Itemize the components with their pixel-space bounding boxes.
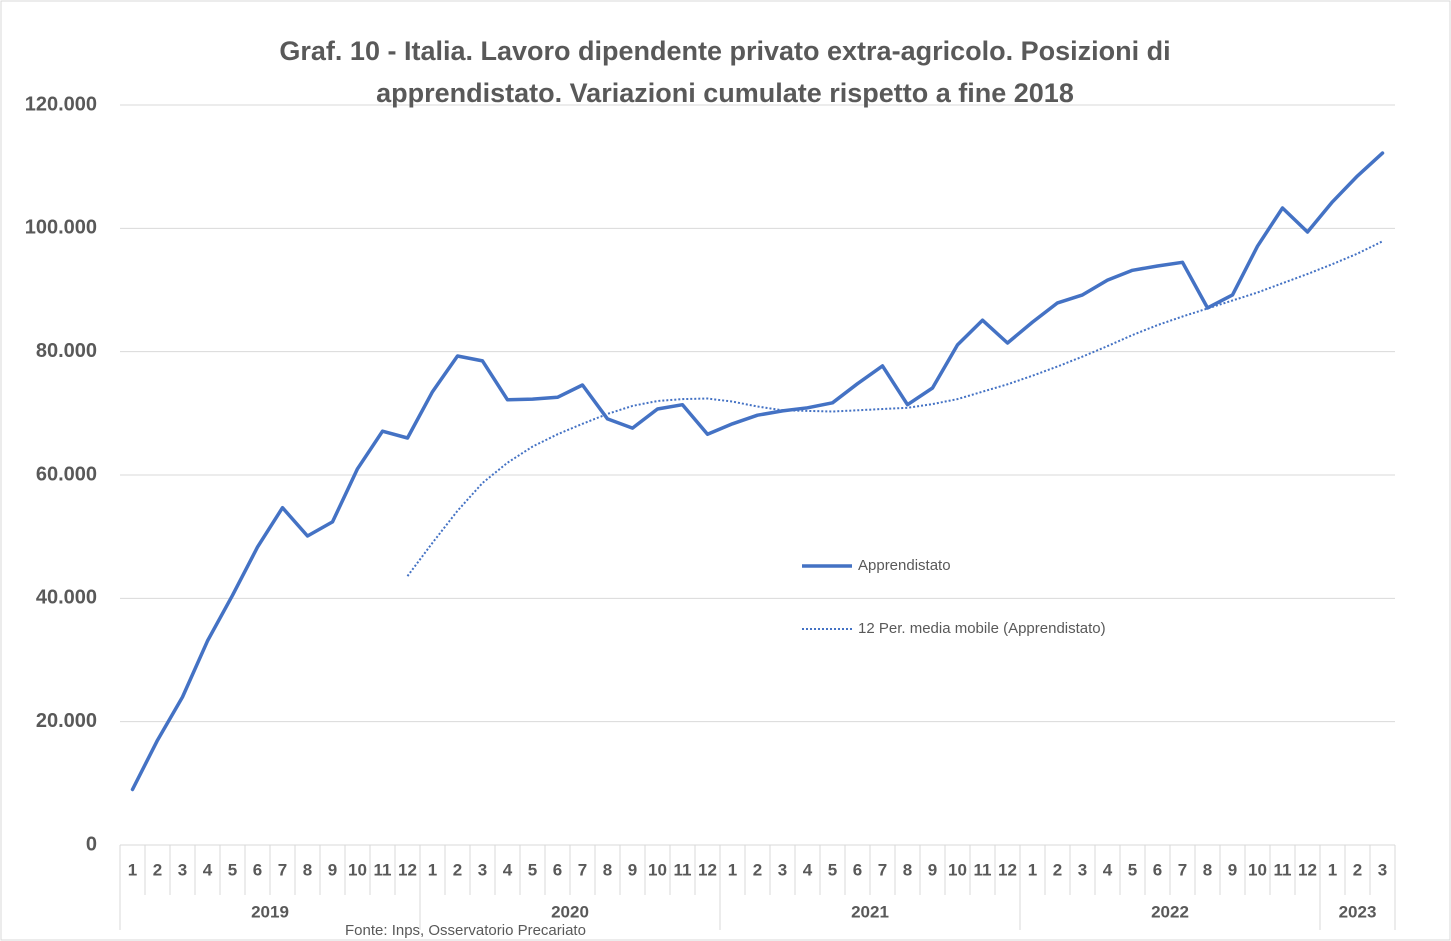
x-tick-label: 10 [948,860,967,879]
x-tick-label: 5 [828,860,837,879]
x-tick-label: 1 [428,860,437,879]
x-tick-label: 12 [698,860,717,879]
x-tick-label: 7 [278,860,287,879]
x-tick-label: 11 [374,860,392,879]
x-tick-label: 8 [903,860,912,879]
x-tick-label: 4 [803,860,813,879]
x-tick-label: 7 [578,860,587,879]
x-tick-label: 2 [153,860,162,879]
y-tick-label: 60.000 [36,463,97,485]
x-tick-label: 4 [503,860,513,879]
x-tick-label: 12 [1298,860,1317,879]
y-tick-label: 120.000 [25,93,97,115]
x-tick-label: 6 [853,860,862,879]
y-tick-label: 20.000 [36,710,97,732]
x-tick-label: 5 [1128,860,1137,879]
x-tick-label: 1 [1028,860,1037,879]
legend-label: Apprendistato [858,557,951,574]
x-tick-label: 7 [1178,860,1187,879]
x-tick-label: 9 [328,860,337,879]
x-tick-label: 9 [1228,860,1237,879]
trend-line [406,240,1383,577]
chart-title: Graf. 10 - Italia. Lavoro dipendente pri… [279,36,1171,108]
x-tick-label: 11 [674,860,692,879]
x-tick-label: 3 [478,860,487,879]
group-label: 2023 [1339,902,1377,921]
x-tick-label: 8 [303,860,312,879]
x-tick-label: 12 [398,860,417,879]
x-tick-label: 5 [528,860,537,879]
x-tick-label: 10 [648,860,667,879]
x-tick-label: 5 [228,860,237,879]
x-tick-label: 2 [1353,860,1362,879]
x-tick-label: 4 [1103,860,1113,879]
x-tick-label: 8 [603,860,612,879]
x-tick-label: 1 [1328,860,1337,879]
x-tick-label: 4 [203,860,213,879]
x-tick-label: 9 [628,860,637,879]
y-tick-label: 100.000 [25,217,97,239]
x-tick-label: 3 [778,860,787,879]
x-tick-label: 11 [1274,860,1292,879]
x-tick-label: 10 [348,860,367,879]
y-tick-label: 80.000 [36,340,97,362]
group-label: 2021 [851,902,889,921]
legend-label: 12 Per. media mobile (Apprendistato) [858,620,1106,637]
x-tick-label: 8 [1203,860,1212,879]
x-tick-label: 1 [728,860,737,879]
x-tick-label: 6 [1153,860,1162,879]
x-tick-label: 11 [974,860,992,879]
group-label: 2019 [251,902,289,921]
group-label: 2020 [551,902,589,921]
x-tick-label: 12 [998,860,1017,879]
x-tick-label: 1 [128,860,137,879]
group-label: 2022 [1151,902,1189,921]
x-tick-label: 9 [928,860,937,879]
series-line [130,151,1385,792]
x-tick-label: 6 [553,860,562,879]
y-tick-label: 0 [86,833,97,855]
y-tick-label: 40.000 [36,587,97,609]
x-tick-label: 2 [453,860,462,879]
x-tick-label: 3 [1078,860,1087,879]
source-note: Fonte: Inps, Osservatorio Precariato [345,922,586,939]
x-tick-label: 7 [878,860,887,879]
x-tick-label: 10 [1248,860,1267,879]
x-tick-label: 2 [753,860,762,879]
x-tick-label: 3 [1378,860,1387,879]
x-tick-label: 3 [178,860,187,879]
x-tick-label: 6 [253,860,262,879]
x-tick-label: 2 [1053,860,1062,879]
